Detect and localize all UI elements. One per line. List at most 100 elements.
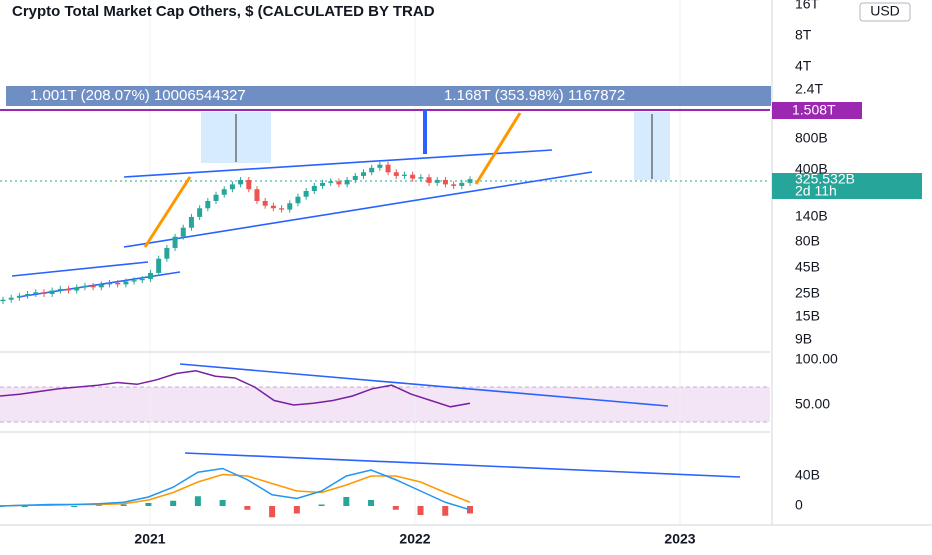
- candle: [385, 164, 391, 173]
- macd-histogram: [368, 500, 375, 506]
- candle: [467, 179, 473, 183]
- candle: [156, 258, 162, 273]
- rsi-line: [0, 370, 471, 408]
- candle: [131, 280, 137, 282]
- macd-tick-label: 0: [795, 497, 803, 513]
- candle: [451, 184, 457, 186]
- candle: [197, 208, 203, 217]
- candle: [303, 191, 309, 197]
- candle: [434, 179, 440, 183]
- candle: [270, 205, 276, 209]
- candle: [147, 272, 153, 279]
- candle: [369, 167, 375, 173]
- price-tick-label: 15B: [795, 308, 820, 324]
- macd-histogram: [442, 506, 449, 516]
- rsi-tick-label: 50.00: [795, 396, 830, 412]
- candle: [442, 179, 448, 185]
- macd-histogram: [194, 496, 201, 506]
- candle: [221, 189, 227, 195]
- candle: [49, 290, 55, 294]
- candle: [205, 200, 211, 209]
- candle: [66, 288, 72, 291]
- candle: [25, 293, 31, 296]
- candle: [172, 236, 178, 248]
- chart-title: Crypto Total Market Cap Others, $ (CALCU…: [12, 3, 435, 20]
- candle: [57, 288, 63, 291]
- candle: [0, 299, 6, 302]
- candle: [8, 297, 14, 300]
- macd-histogram: [71, 506, 78, 507]
- trend-lines: [11, 149, 741, 478]
- currency[interactable]: USD: [870, 3, 900, 19]
- macd-signal: [0, 473, 471, 507]
- candle: [377, 164, 383, 168]
- measure-label: 1.001T (208.07%) 10006544327: [30, 87, 246, 104]
- candle: [311, 185, 317, 191]
- candle: [164, 247, 170, 259]
- macd-histogram: [95, 505, 102, 506]
- macd-histogram: [145, 503, 152, 506]
- macd-histogram: [219, 500, 226, 506]
- candle: [279, 208, 285, 210]
- candle: [33, 292, 39, 294]
- candle: [459, 182, 465, 186]
- measure-bar: [423, 110, 427, 154]
- candle: [82, 285, 88, 288]
- time-tick-label: 2022: [399, 531, 430, 547]
- price-tick-label: 2.4T: [795, 81, 823, 97]
- time-tick-label: 2021: [134, 531, 165, 547]
- candle: [344, 179, 350, 185]
- macd-histogram: [244, 506, 251, 510]
- candle: [254, 189, 260, 201]
- macd-histogram: [417, 506, 424, 515]
- price-tick-label: 4T: [795, 58, 812, 74]
- price-tick-label: 16T: [795, 0, 820, 12]
- candle: [139, 278, 145, 281]
- currency-button[interactable]: [859, 2, 911, 22]
- candle: [360, 172, 366, 176]
- candle: [262, 200, 268, 206]
- macd-histogram: [293, 506, 300, 514]
- candle: [287, 203, 293, 210]
- price-tick-label: 80B: [795, 233, 820, 249]
- macd-tick-label: 40B: [795, 467, 820, 483]
- macd-histogram: [269, 506, 276, 518]
- last-badge: [772, 173, 922, 199]
- candle: [328, 181, 334, 183]
- macd-histogram: [170, 500, 177, 506]
- projection-lines: [143, 112, 522, 248]
- price-tick-label: 45B: [795, 258, 820, 274]
- price-tick-label: 140B: [795, 208, 828, 224]
- candle: [115, 282, 121, 285]
- macd-histogram: [343, 497, 350, 506]
- macd-histogram: [120, 504, 127, 506]
- candle: [410, 174, 416, 179]
- candle: [90, 285, 96, 288]
- rsi-tick-label: 100.00: [795, 351, 838, 367]
- macd-histogram: [318, 504, 325, 506]
- candle: [238, 179, 244, 185]
- candle: [336, 181, 342, 185]
- price-tick-label: 400B: [795, 161, 828, 177]
- price-tick-label: 25B: [795, 285, 820, 301]
- candle: [213, 194, 219, 201]
- candle: [320, 182, 326, 186]
- time-tick-label: 2023: [664, 531, 695, 547]
- last-price: 325.532B: [795, 171, 855, 187]
- candle: [401, 174, 407, 176]
- candle: [98, 284, 104, 288]
- macd-macd: [0, 467, 471, 511]
- target-price: 1.508T: [792, 102, 836, 118]
- candle: [229, 184, 235, 190]
- price-tick-label: 8T: [795, 27, 812, 43]
- candle: [41, 292, 47, 294]
- countdown: 2d 11h: [795, 183, 837, 199]
- measure-label-bg: [426, 86, 771, 106]
- grid: [149, 0, 681, 525]
- target-badge: [772, 102, 862, 119]
- candle: [426, 177, 432, 183]
- price-tick-label: 800B: [795, 130, 828, 146]
- candle: [418, 177, 424, 179]
- price-tick-label: 9B: [795, 330, 812, 346]
